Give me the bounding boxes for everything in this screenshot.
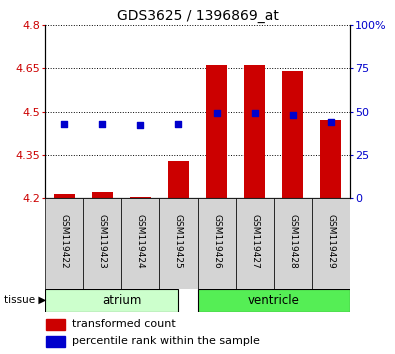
Text: GSM119427: GSM119427 (250, 214, 259, 269)
Point (213, 110, 220, 116)
Text: GSM119422: GSM119422 (60, 214, 69, 269)
Text: GSM119428: GSM119428 (288, 214, 297, 269)
Point (99, 121, 105, 126)
Bar (122, 198, 160, 289)
Bar (206, 65, 227, 198)
Bar (45, 289, 179, 312)
Text: tissue ▶: tissue ▶ (4, 295, 46, 305)
Point (61, 121, 68, 126)
Bar (282, 71, 303, 198)
Bar (273, 198, 312, 289)
Bar (160, 198, 198, 289)
Bar (83, 198, 122, 289)
Bar (130, 197, 151, 198)
Bar (198, 198, 235, 289)
Bar (92, 193, 113, 198)
Text: transformed count: transformed count (71, 319, 175, 329)
Bar (54, 194, 75, 198)
Bar (312, 198, 350, 289)
Bar (198, 289, 350, 312)
Text: GDS3625 / 1396869_at: GDS3625 / 1396869_at (117, 9, 278, 23)
Bar (320, 120, 341, 198)
Point (137, 122, 144, 128)
Text: GSM119426: GSM119426 (212, 214, 221, 269)
Text: ventricle: ventricle (248, 293, 299, 307)
Bar (244, 65, 265, 198)
Text: GSM119424: GSM119424 (136, 214, 145, 269)
Bar (45, 319, 65, 330)
Bar (45, 336, 65, 347)
Point (175, 121, 182, 126)
Bar (235, 198, 274, 289)
Point (327, 119, 334, 125)
Text: GSM119425: GSM119425 (174, 214, 183, 269)
Bar (168, 161, 189, 198)
Point (290, 112, 296, 118)
Text: atrium: atrium (102, 293, 141, 307)
Text: percentile rank within the sample: percentile rank within the sample (71, 336, 260, 346)
Text: GSM119423: GSM119423 (98, 214, 107, 269)
Point (251, 110, 258, 116)
Bar (45, 198, 83, 289)
Text: GSM119429: GSM119429 (326, 214, 335, 269)
